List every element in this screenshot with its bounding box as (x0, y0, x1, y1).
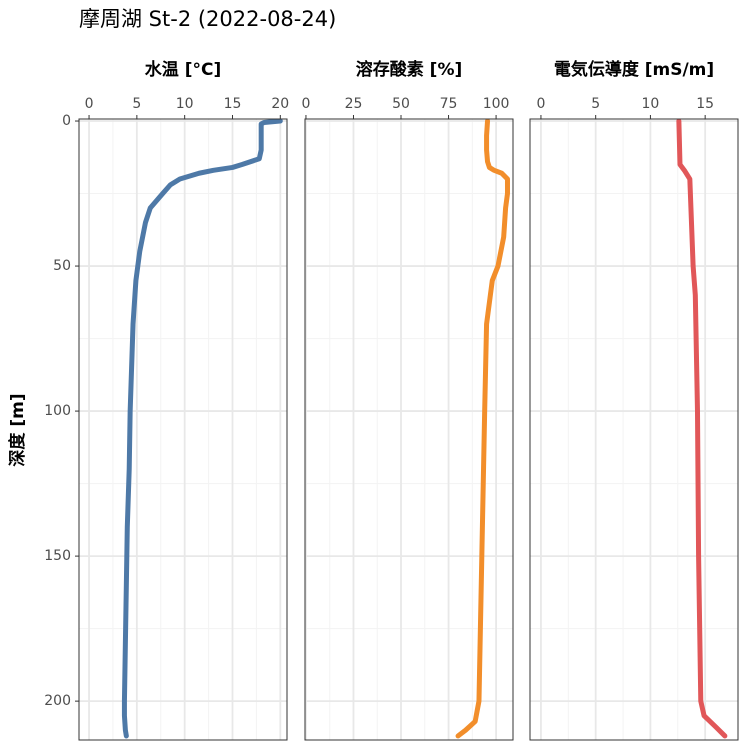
y-tick-label: 150 (44, 548, 71, 564)
x-tick-label: 15 (696, 96, 714, 112)
x-tick-label: 5 (591, 96, 600, 112)
x-tick-label: 10 (176, 96, 194, 112)
x-tick-label: 5 (132, 96, 141, 112)
x-tick-label: 50 (392, 96, 410, 112)
data-line (121, 118, 283, 739)
x-axis-label: 電気伝導度 [mS/m] (554, 59, 714, 80)
data-line (676, 118, 728, 739)
x-tick-label: 25 (345, 96, 363, 112)
y-axis-label: 深度 [m] (7, 393, 28, 466)
x-tick-label: 100 (483, 96, 510, 112)
y-tick-label: 0 (62, 113, 71, 129)
x-axis-label: 水温 [°C] (145, 59, 221, 80)
data-line (455, 118, 510, 739)
y-tick-label: 200 (44, 693, 71, 709)
x-axis-label: 溶存酸素 [%] (356, 59, 463, 80)
panel-border (304, 118, 514, 741)
x-tick-label: 0 (85, 96, 94, 112)
panel-border (529, 118, 739, 741)
x-tick-label: 15 (224, 96, 242, 112)
x-tick-label: 75 (440, 96, 458, 112)
x-tick-label: 0 (536, 96, 545, 112)
y-tick-label: 100 (44, 403, 71, 419)
x-tick-label: 10 (642, 96, 660, 112)
panel-border (78, 118, 288, 741)
y-tick-label: 50 (53, 258, 71, 274)
x-tick-label: 20 (271, 96, 289, 112)
x-tick-label: 0 (301, 96, 310, 112)
chart-title: 摩周湖 St-2 (2022-08-24) (79, 7, 336, 31)
